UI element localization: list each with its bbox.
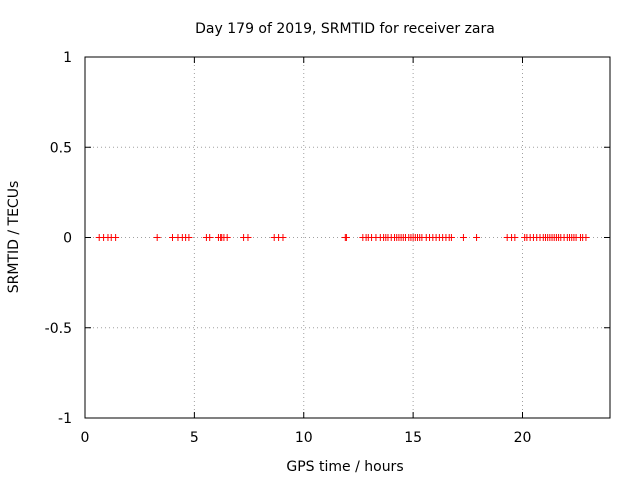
data-point [473, 234, 481, 241]
data-point [582, 234, 590, 241]
data-point [206, 234, 214, 241]
y-tick-label: 1 [63, 50, 72, 66]
data-point [511, 234, 519, 241]
data-point [447, 234, 455, 241]
y-tick-label: 0.5 [50, 140, 72, 156]
y-tick-label: -0.5 [45, 321, 72, 337]
x-tick-label: 0 [81, 430, 90, 446]
y-axis-label: SRMTID / TECUs [6, 181, 22, 294]
data-point [459, 234, 467, 241]
chart-title: Day 179 of 2019, SRMTID for receiver zar… [195, 21, 495, 37]
x-tick-label: 5 [190, 430, 199, 446]
data-point [223, 234, 231, 241]
y-tick-label: -1 [58, 411, 72, 427]
x-tick-label: 10 [295, 430, 313, 446]
data-point [112, 234, 120, 241]
data-point [342, 234, 350, 241]
data-point [244, 234, 252, 241]
x-tick-label: 20 [514, 430, 532, 446]
axis-ticks: 0 5 10 15 20 1 0.5 0 -0.5 -1 [45, 50, 610, 446]
data-point [185, 234, 193, 241]
data-points [95, 234, 590, 241]
data-point [153, 234, 161, 241]
data-point [279, 234, 287, 241]
x-axis-label: GPS time / hours [286, 459, 403, 475]
x-tick-label: 15 [404, 430, 422, 446]
y-tick-label: 0 [63, 231, 72, 247]
